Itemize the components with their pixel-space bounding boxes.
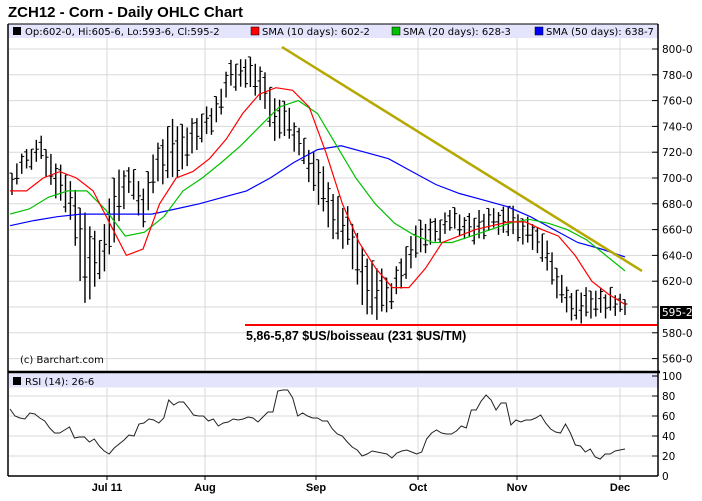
sma50-legend: SMA (50 days): 638-7 — [546, 27, 654, 38]
price-tick-label: 640-0 — [662, 250, 693, 262]
month-label: Dec — [610, 482, 630, 494]
price-axis-ticks: 800-0 780-0 760-0 740-0 720-0 700-0 680-0 660-0… — [652, 44, 693, 366]
last-price-badge — [660, 306, 692, 319]
rsi-tick-label: 60 — [662, 411, 675, 423]
rsi-grid — [9, 395, 658, 457]
rsi-legend-swatch — [13, 377, 21, 385]
rsi-tick-label: 80 — [662, 391, 675, 403]
price-tick-label: 700-0 — [662, 173, 693, 185]
month-label: Sep — [306, 482, 326, 494]
month-label: Aug — [194, 482, 215, 494]
sma10-line — [10, 87, 626, 305]
month-label: Oct — [409, 482, 428, 494]
rsi-legend-bar — [9, 373, 658, 388]
rsi-legend: RSI (14): 26-6 — [25, 377, 94, 388]
price-tick-label: 560-0 — [662, 354, 693, 366]
price-tick-label: 580-0 — [662, 328, 693, 340]
legend-bar — [8, 24, 658, 38]
x-axis-labels: Jul 11 Aug Sep Oct Nov Dec — [92, 476, 630, 494]
price-tick-label: 800-0 — [662, 44, 693, 56]
price-tick-label: 720-0 — [662, 147, 693, 159]
month-label: Nov — [507, 482, 529, 494]
month-grid — [106, 38, 621, 476]
rsi-line — [9, 389, 626, 460]
rsi-tick-label: 100 — [662, 371, 682, 383]
copyright: (c) Barchart.com — [20, 355, 104, 366]
support-annotation: 5,86-5,87 $US/boisseau (231 $US/TM) — [246, 329, 466, 343]
trendline — [281, 45, 643, 273]
last-price-label: 595-2 — [662, 307, 693, 319]
sma50-legend-swatch — [534, 26, 544, 36]
sma20-legend-swatch — [391, 26, 401, 36]
sma50-line — [9, 145, 626, 258]
price-tick-label: 760-0 — [662, 96, 693, 108]
sma10-legend-swatch — [250, 26, 260, 36]
sma10-legend: SMA (10 days): 602-2 — [262, 27, 370, 38]
rsi-tick-label: 20 — [662, 451, 675, 463]
price-tick-label: 620-0 — [662, 276, 693, 288]
rsi-tick-label: 0 — [662, 471, 669, 483]
rsi-axis-ticks: 0 20 40 60 80 100 — [652, 371, 682, 483]
price-tick-label: 660-0 — [662, 225, 693, 237]
sma20-line — [9, 99, 626, 272]
sma20-legend: SMA (20 days): 628-3 — [403, 27, 511, 38]
ohlc-legend-swatch — [13, 27, 21, 35]
ohlc-bars — [9, 56, 628, 324]
chart-title: ZCH12 - Corn - Daily OHLC Chart — [8, 4, 244, 21]
price-tick-label: 780-0 — [662, 70, 693, 82]
price-tick-label: 740-0 — [662, 121, 693, 133]
month-label: Jul 11 — [92, 482, 123, 494]
rsi-tick-label: 40 — [662, 431, 675, 443]
ohlc-legend: Op:602-0, Hi:605-6, Lo:593-6, Cl:595-2 — [25, 27, 220, 38]
price-tick-label: 680-0 — [662, 199, 693, 211]
